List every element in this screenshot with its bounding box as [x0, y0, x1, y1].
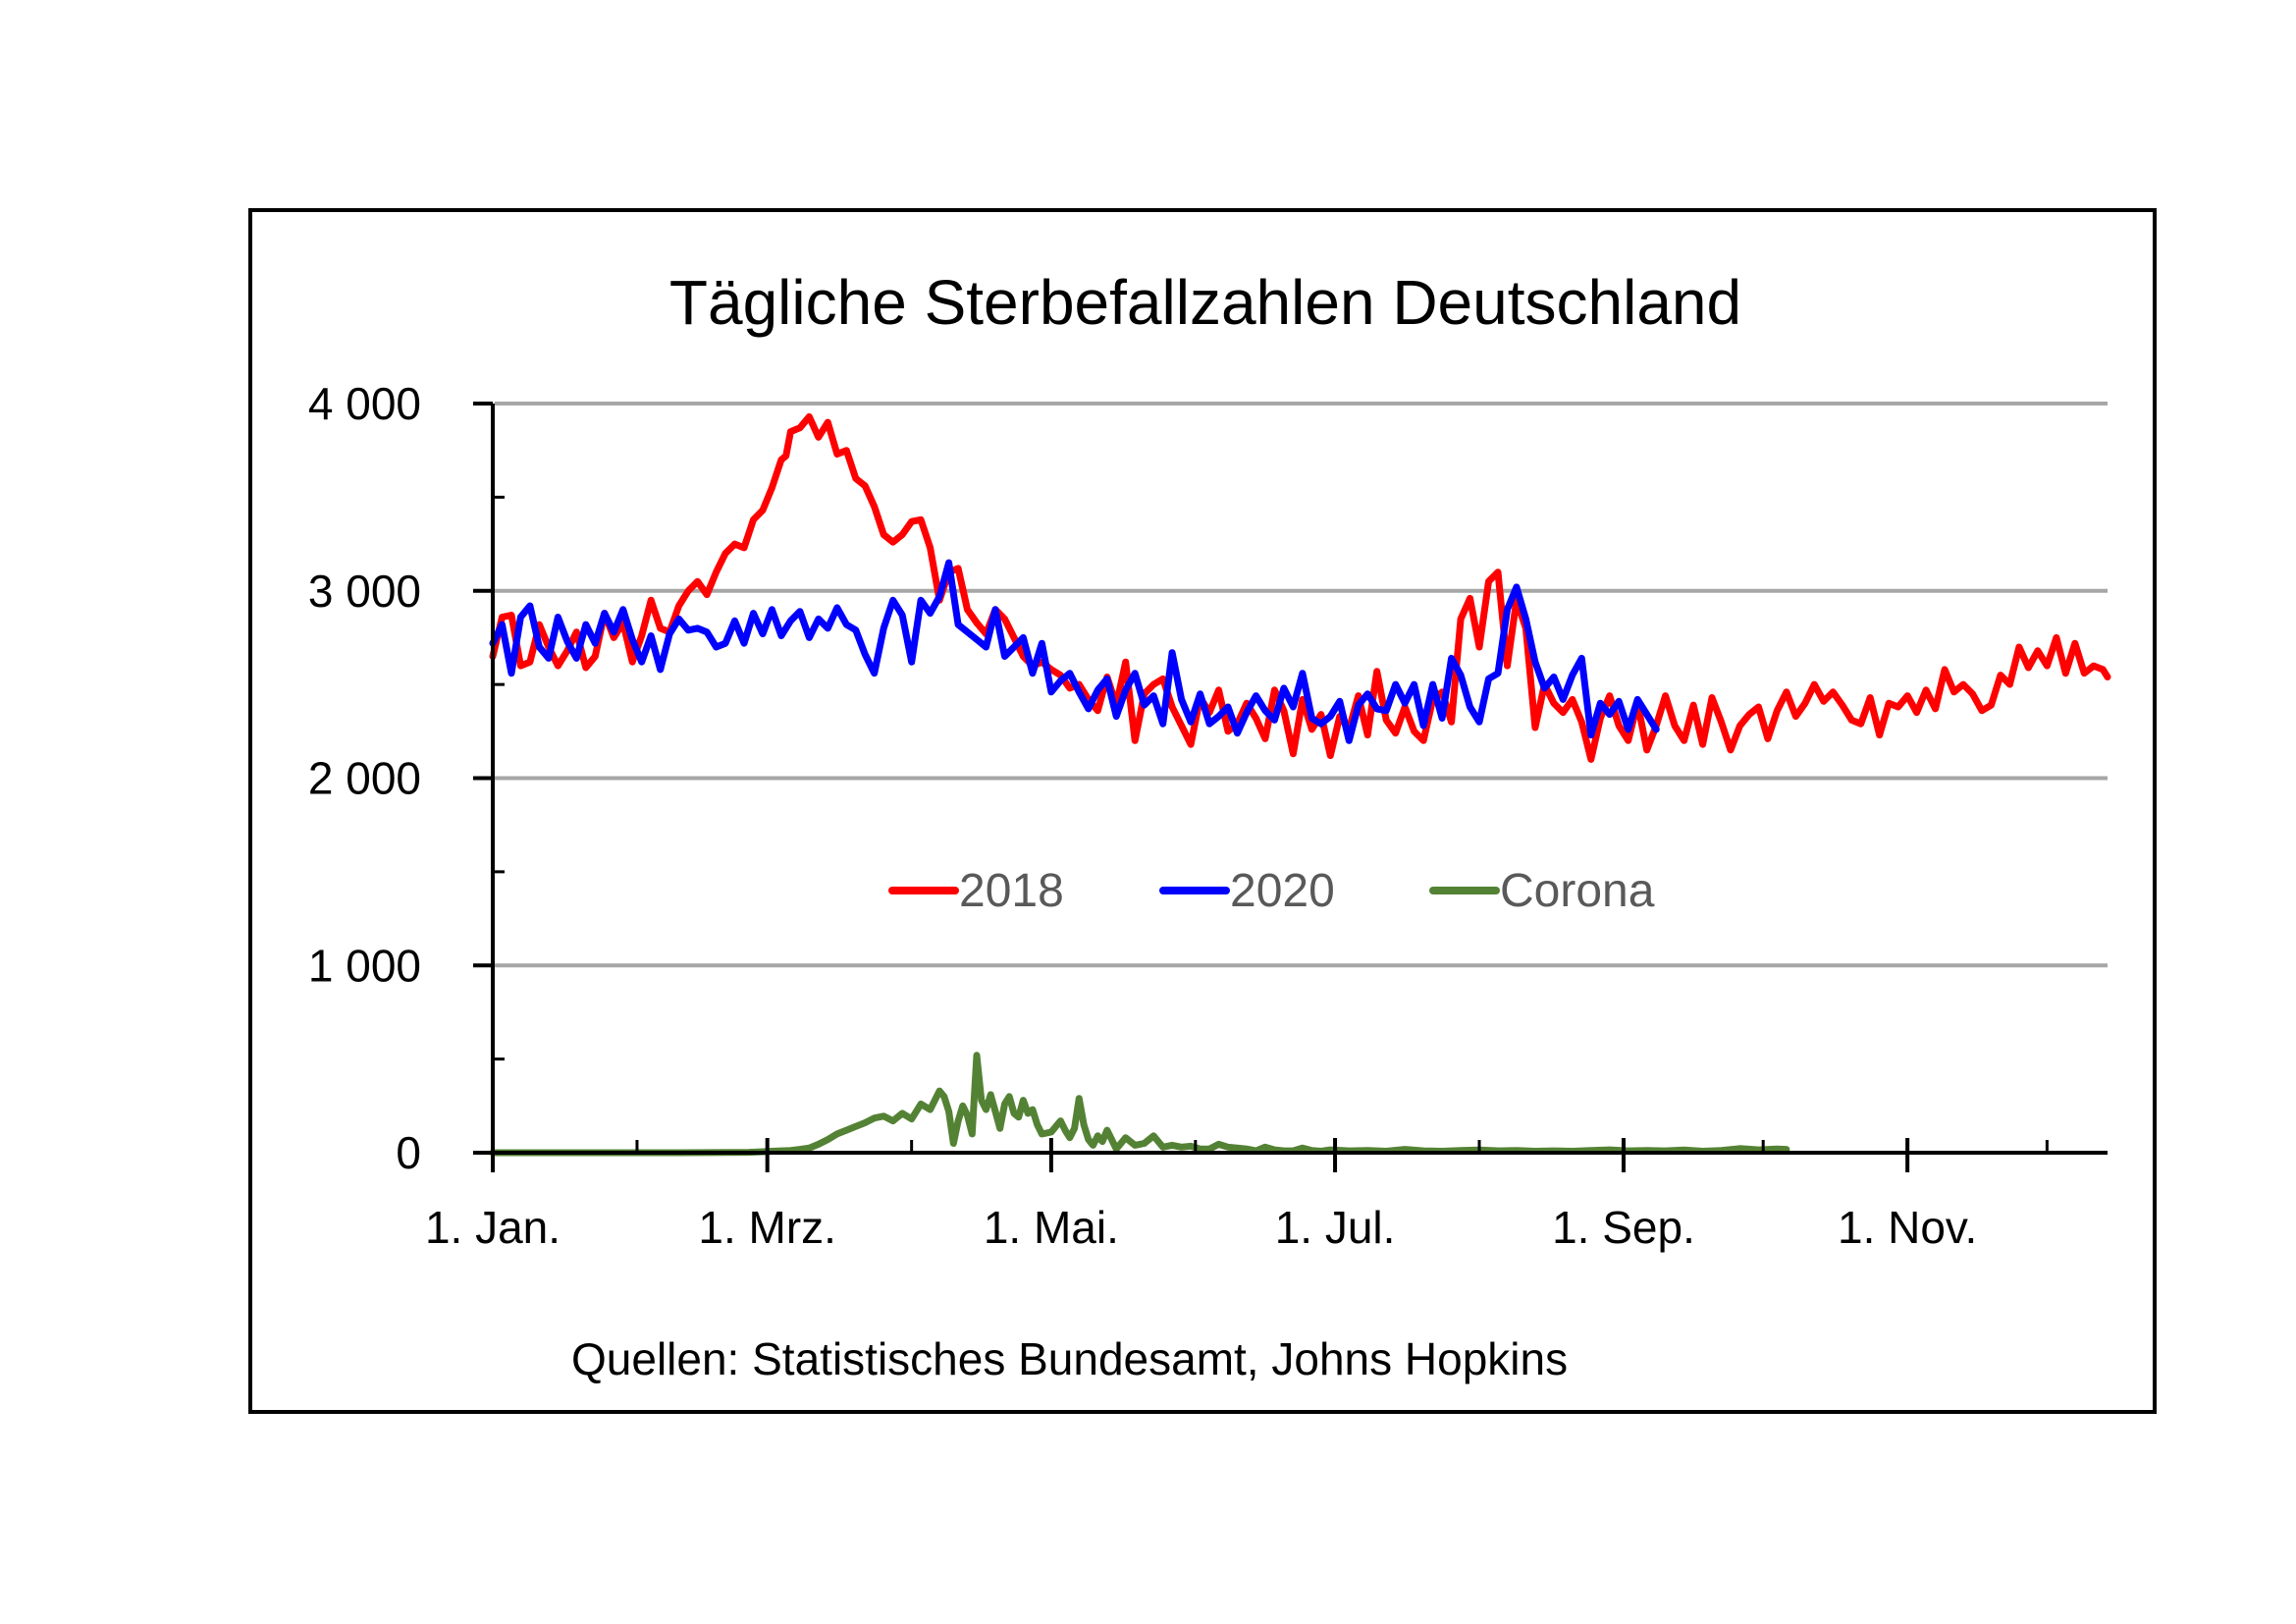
series-line-2018 [489, 412, 2111, 763]
legend-label-corona: Corona [1500, 865, 1655, 917]
series-line-corona [489, 1052, 1790, 1157]
gridlines [495, 402, 2108, 968]
y-tick-label-4: 4 000 [308, 378, 421, 429]
series-line-2020 [489, 559, 1660, 744]
x-tick-label-0: 1. Jan. [425, 1202, 561, 1253]
y-ticks: 0 1 000 2 000 3 000 4 000 [308, 378, 505, 1178]
y-tick-label-3: 3 000 [308, 566, 421, 617]
series-lines [489, 412, 2111, 1157]
x-tick-label-1: 1. Mrz. [698, 1202, 836, 1253]
legend-item-2020: 2020 [1159, 865, 1335, 917]
legend-label-2018: 2018 [959, 865, 1064, 917]
legend: 2018 2020 Corona [888, 865, 1655, 917]
x-tick-label-4: 1. Sep. [1552, 1202, 1695, 1253]
x-tick-label-5: 1. Nov. [1838, 1202, 1977, 1253]
x-ticks: 1. Jan. 1. Mrz. 1. Mai. 1. Jul. 1. Sep. 1. No… [425, 1138, 2049, 1253]
chart-title: Tägliche Sterbefallzahlen Deutschland [669, 267, 1741, 338]
source-note: Quellen: Statistisches Bundesamt, Johns … [571, 1333, 1568, 1384]
x-tick-label-2: 1. Mai. [984, 1202, 1119, 1253]
y-tick-label-0: 0 [396, 1127, 421, 1178]
y-tick-label-2: 2 000 [308, 753, 421, 804]
chart-svg: Tägliche Sterbefallzahlen Deutschland 01… [308, 267, 2111, 1384]
legend-label-2020: 2020 [1230, 865, 1335, 917]
x-tick-label-3: 1. Jul. [1275, 1202, 1396, 1253]
legend-item-corona: Corona [1429, 865, 1655, 917]
y-tick-label-1: 1 000 [308, 940, 421, 991]
legend-item-2018: 2018 [888, 865, 1064, 917]
